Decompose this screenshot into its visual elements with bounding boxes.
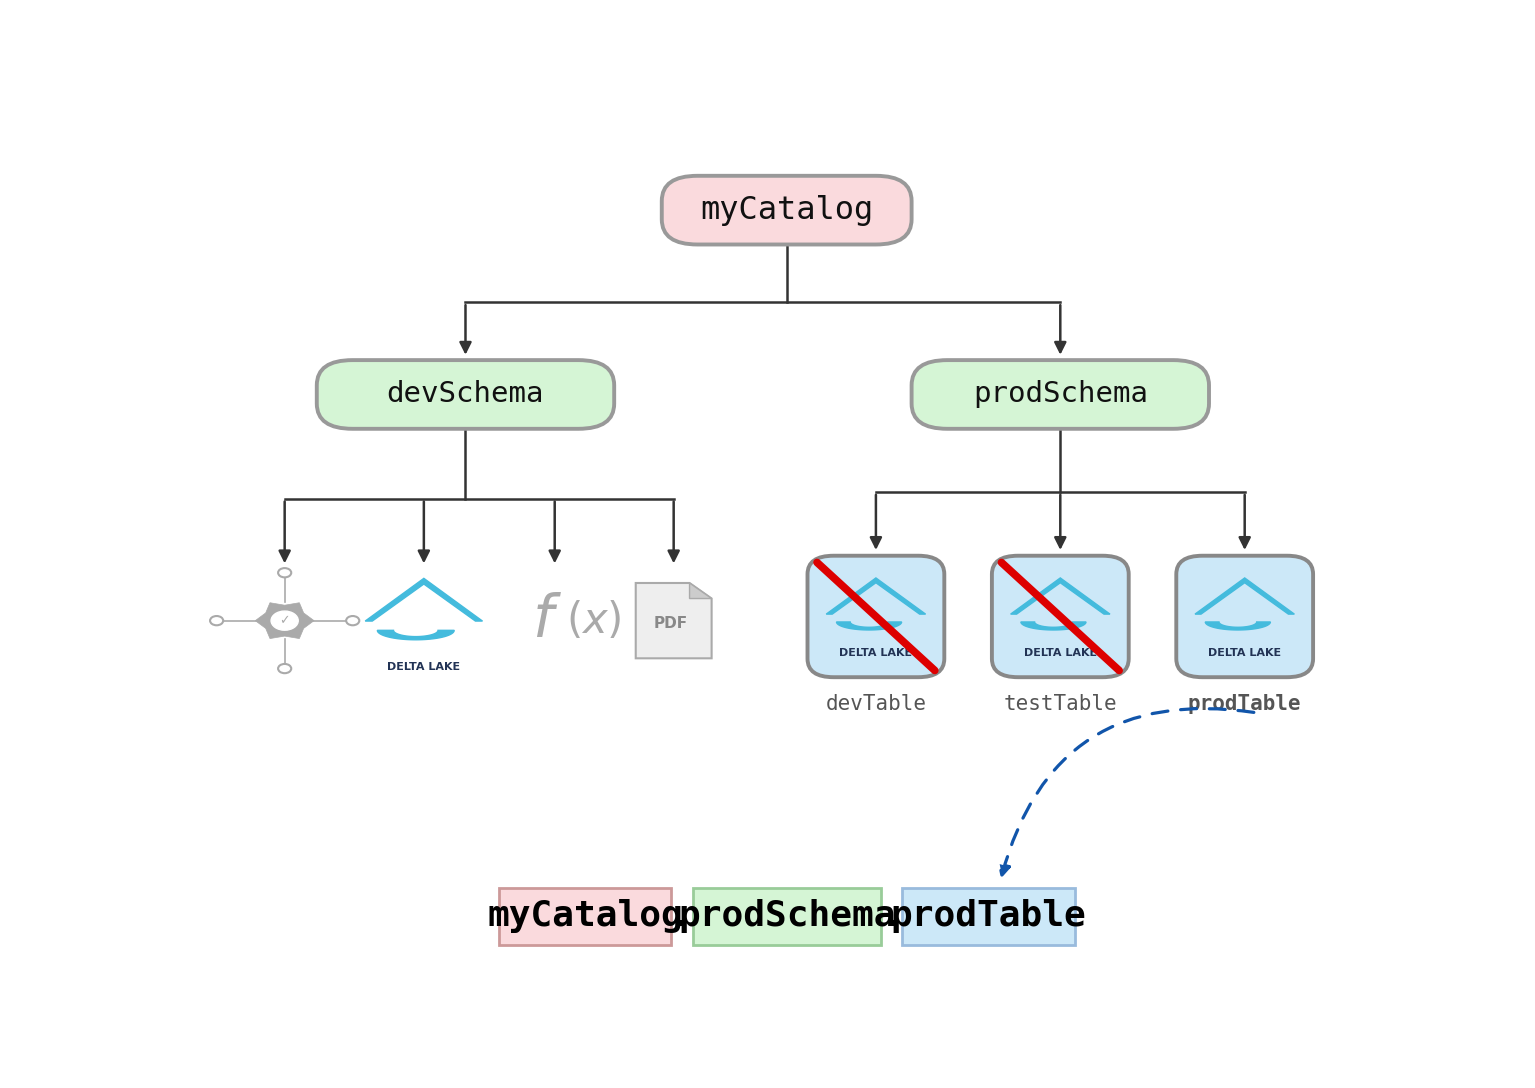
Polygon shape xyxy=(689,583,712,598)
Polygon shape xyxy=(365,579,482,621)
Text: $\mathit{f}$: $\mathit{f}$ xyxy=(533,592,562,650)
Polygon shape xyxy=(635,583,712,658)
Circle shape xyxy=(278,664,292,673)
Text: .: . xyxy=(881,900,903,934)
Polygon shape xyxy=(1010,578,1110,614)
FancyBboxPatch shape xyxy=(912,360,1210,429)
Text: testTable: testTable xyxy=(1004,693,1117,714)
Text: devTable: devTable xyxy=(826,693,927,714)
Circle shape xyxy=(272,611,298,630)
Polygon shape xyxy=(1196,578,1294,614)
FancyBboxPatch shape xyxy=(662,176,912,245)
Text: PDF: PDF xyxy=(654,616,688,631)
Circle shape xyxy=(278,568,292,578)
Text: .: . xyxy=(671,900,692,934)
FancyArrowPatch shape xyxy=(999,708,1254,875)
Text: DELTA LAKE: DELTA LAKE xyxy=(840,648,912,658)
FancyBboxPatch shape xyxy=(807,556,944,677)
Text: prodTable: prodTable xyxy=(890,900,1087,934)
Text: myCatalog: myCatalog xyxy=(700,195,873,225)
FancyBboxPatch shape xyxy=(992,556,1128,677)
Text: ✓: ✓ xyxy=(279,614,290,627)
Polygon shape xyxy=(1021,622,1085,630)
Circle shape xyxy=(210,616,223,626)
Text: $\mathit{(x)}$: $\mathit{(x)}$ xyxy=(565,599,622,642)
Text: prodSchema: prodSchema xyxy=(678,900,895,934)
Text: prodSchema: prodSchema xyxy=(973,381,1148,408)
FancyBboxPatch shape xyxy=(316,360,614,429)
FancyBboxPatch shape xyxy=(903,888,1074,944)
Text: devSchema: devSchema xyxy=(387,381,545,408)
Polygon shape xyxy=(826,578,926,614)
FancyBboxPatch shape xyxy=(1176,556,1312,677)
Text: DELTA LAKE: DELTA LAKE xyxy=(1024,648,1098,658)
Polygon shape xyxy=(255,603,315,639)
Text: prodTable: prodTable xyxy=(1188,693,1302,714)
Polygon shape xyxy=(378,630,454,640)
FancyBboxPatch shape xyxy=(692,888,881,944)
FancyBboxPatch shape xyxy=(499,888,671,944)
Polygon shape xyxy=(1205,622,1271,630)
Text: DELTA LAKE: DELTA LAKE xyxy=(387,663,460,672)
Text: myCatalog: myCatalog xyxy=(487,900,683,934)
Circle shape xyxy=(345,616,359,626)
Text: DELTA LAKE: DELTA LAKE xyxy=(1208,648,1282,658)
Polygon shape xyxy=(837,622,901,630)
